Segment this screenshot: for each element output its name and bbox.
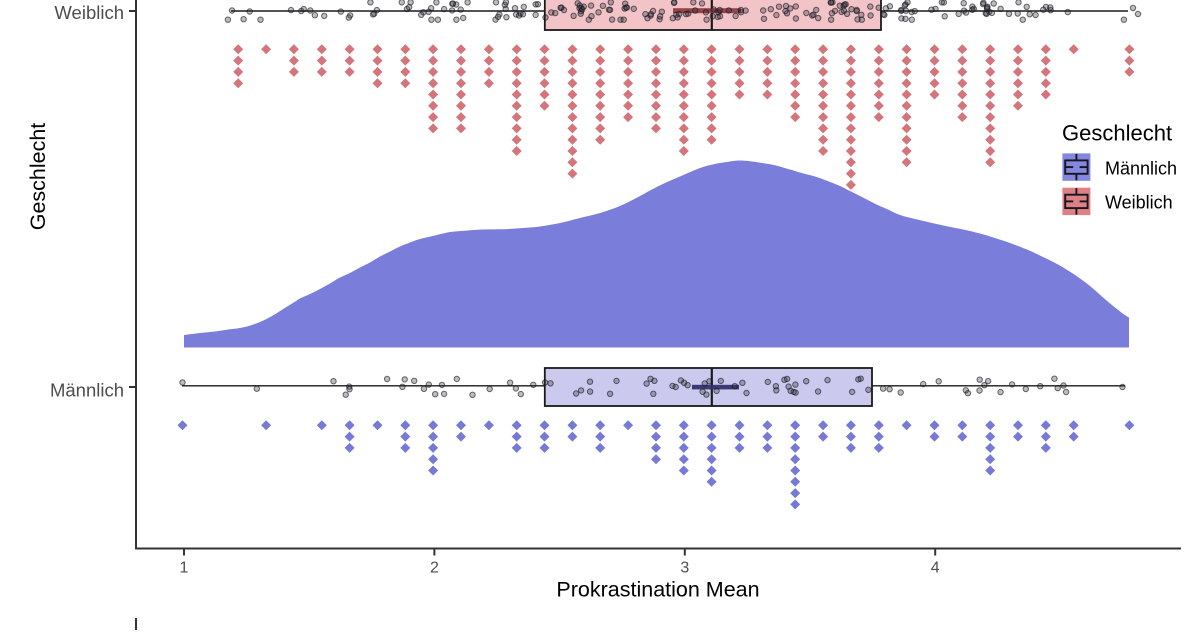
svg-text:1: 1 — [180, 560, 189, 577]
svg-text:Weiblich: Weiblich — [54, 2, 124, 23]
svg-text:Männlich: Männlich — [1105, 159, 1177, 179]
svg-text:4: 4 — [931, 560, 940, 577]
svg-text:2: 2 — [430, 560, 439, 577]
svg-text:Weiblich: Weiblich — [1105, 192, 1173, 212]
svg-text:Prokrastination Mean: Prokrastination Mean — [556, 577, 759, 601]
svg-text:Geschlecht: Geschlecht — [26, 123, 50, 231]
svg-text:Geschlecht: Geschlecht — [1062, 121, 1172, 146]
svg-text:3: 3 — [680, 560, 689, 577]
svg-text:Männlich: Männlich — [50, 379, 124, 400]
